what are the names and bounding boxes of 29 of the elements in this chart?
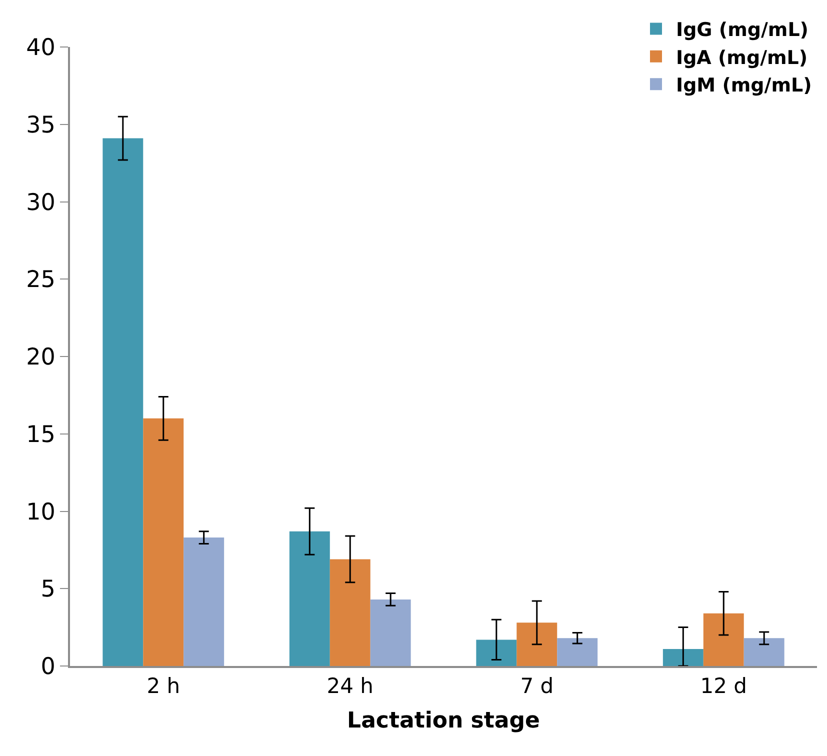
y-tick-label: 20 — [26, 344, 56, 371]
legend-label: IgM (mg/mL) — [676, 74, 812, 97]
x-axis-title: Lactation stage — [347, 708, 540, 734]
y-tick-label: 40 — [26, 35, 56, 62]
x-tick-label: 2 h — [146, 674, 180, 698]
bar — [370, 599, 411, 666]
bar — [516, 622, 558, 666]
bar — [744, 638, 784, 666]
bar — [557, 638, 598, 666]
y-tick-label: 0 — [40, 654, 56, 680]
bar — [703, 613, 744, 666]
bar — [184, 538, 224, 666]
legend-label: IgG (mg/mL) — [676, 19, 808, 42]
y-tick-label: 35 — [26, 112, 56, 138]
bar — [476, 640, 517, 666]
y-tick-label: 15 — [26, 422, 56, 448]
legend-label: IgA (mg/mL) — [676, 46, 808, 69]
bar — [289, 531, 330, 666]
bar — [143, 418, 184, 666]
y-tick-label: 5 — [40, 576, 56, 603]
x-tick-label: 7 d — [520, 674, 554, 698]
bar — [102, 138, 144, 666]
y-tick-label: 25 — [26, 267, 56, 294]
y-tick-label: 30 — [26, 190, 56, 216]
bar — [330, 559, 370, 666]
y-tick-label: 10 — [26, 499, 56, 526]
x-tick-label: 24 h — [326, 674, 374, 698]
x-tick-label: 12 d — [700, 674, 747, 698]
bar — [662, 648, 704, 666]
